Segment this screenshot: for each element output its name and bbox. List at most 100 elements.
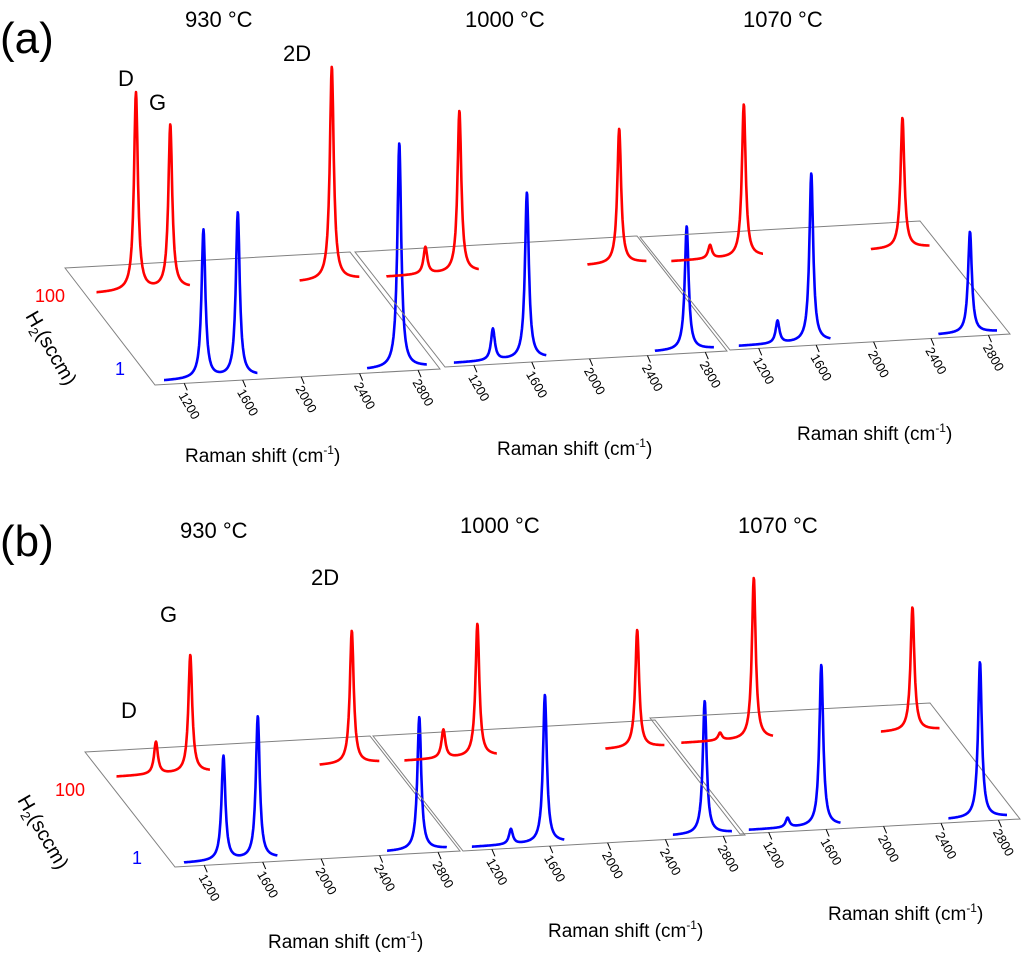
spectrum-h2-1sccm-segment-2 bbox=[653, 225, 715, 353]
peak-label-d: D bbox=[121, 698, 137, 723]
x-tick-label: 1200 bbox=[176, 389, 203, 422]
x-tick-mark bbox=[437, 852, 442, 860]
x-axis-label: Raman shift (cm-1) bbox=[268, 929, 423, 953]
x-tick-mark bbox=[665, 839, 669, 847]
x-tick-mark bbox=[203, 865, 208, 873]
spectrum-h2-1sccm-segment-1 bbox=[183, 714, 279, 864]
x-tick-label: 1200 bbox=[760, 838, 787, 871]
spectrum-h2-1sccm-segment-1 bbox=[163, 211, 259, 382]
x-axis-label: Raman shift (cm-1) bbox=[497, 436, 652, 460]
x-tick-label: 2400 bbox=[657, 846, 684, 879]
spectrum-h2-1sccm-segment-2 bbox=[947, 660, 1008, 820]
x-tick-mark bbox=[815, 344, 820, 353]
x-tick-label: 2400 bbox=[351, 380, 378, 413]
plot-title: 1070 °C bbox=[743, 7, 823, 32]
plot-2: 1200 1600 2000 2400 2800 1000 °C Raman shift (… bbox=[354, 7, 728, 460]
spectrum-h2-1sccm-segment-2 bbox=[671, 699, 733, 837]
x-tick-mark bbox=[183, 383, 188, 391]
spectrum-h2-100sccm-segment-1 bbox=[670, 103, 764, 263]
plot-title: 1000 °C bbox=[460, 513, 540, 538]
spectrum-h2-1sccm-segment-2 bbox=[366, 142, 428, 370]
depth-label-1: 1 bbox=[132, 848, 142, 868]
x-axis-label: Raman shift (cm-1) bbox=[185, 443, 340, 467]
panel-b: (b) D G 2D 100 1 H2(sccm) 1200 1600 2000 24… bbox=[0, 513, 1021, 953]
spectrum-h2-100sccm-segment-1 bbox=[680, 576, 774, 745]
panel-label: (a) bbox=[0, 14, 54, 63]
baseline-plane bbox=[64, 251, 441, 386]
x-tick-label: 1200 bbox=[465, 371, 492, 404]
x-tick-mark bbox=[825, 829, 830, 837]
spectrum-h2-100sccm-segment-2 bbox=[318, 629, 381, 766]
spectrum-h2-1sccm-segment-2 bbox=[386, 715, 448, 853]
x-tick-label: 2000 bbox=[581, 365, 608, 398]
plot-3: 1200 1600 2000 2400 2800 1070 °C Raman shift (… bbox=[639, 7, 1011, 445]
plot-2: 1200 1600 2000 2400 2800 1000 °C Raman shift (… bbox=[372, 513, 746, 942]
spectrum-h2-100sccm-segment-2 bbox=[604, 628, 666, 750]
spectrum-h2-1sccm-segment-1 bbox=[452, 191, 548, 364]
baseline-plane bbox=[84, 735, 461, 868]
plot-1: 1200 1600 2000 2400 2800 930 °C Raman shift (c… bbox=[84, 518, 461, 953]
x-tick-mark bbox=[930, 338, 935, 346]
x-tick-mark bbox=[873, 341, 878, 349]
x-tick-label: 1600 bbox=[818, 835, 845, 868]
x-tick-label: 2000 bbox=[865, 348, 892, 381]
x-tick-label: 2000 bbox=[313, 865, 340, 898]
x-tick-mark bbox=[883, 826, 888, 834]
x-tick-label: 2800 bbox=[409, 376, 436, 409]
spectrum-h2-1sccm-segment-1 bbox=[737, 172, 832, 348]
x-tick-label: 1600 bbox=[523, 368, 550, 401]
peak-label-d: D bbox=[118, 66, 134, 91]
spectrum-h2-100sccm-segment-1 bbox=[115, 653, 211, 778]
x-tick-label: 1600 bbox=[234, 386, 261, 419]
y-axis-title: H2(sccm) bbox=[10, 792, 72, 875]
baseline-plane bbox=[372, 719, 746, 852]
x-tick-mark bbox=[379, 855, 384, 863]
x-tick-mark bbox=[531, 361, 536, 370]
peak-label-2d: 2D bbox=[283, 41, 311, 66]
peak-label-g: G bbox=[149, 90, 166, 115]
x-tick-mark bbox=[722, 836, 727, 844]
depth-label-100: 100 bbox=[35, 286, 65, 306]
plot-title: 930 °C bbox=[185, 7, 253, 32]
baseline-plane bbox=[649, 702, 1021, 835]
x-axis-label: Raman shift (cm-1) bbox=[548, 918, 703, 942]
x-tick-label: 2400 bbox=[639, 362, 666, 395]
spectrum-h2-100sccm-segment-1 bbox=[95, 90, 191, 294]
x-tick-label: 2400 bbox=[922, 345, 949, 378]
baseline-plane bbox=[354, 235, 728, 368]
peak-label-g: G bbox=[160, 602, 177, 627]
x-tick-label: 1600 bbox=[541, 852, 568, 885]
plot-1: 1200 1600 2000 2400 2800 930 °C Raman shift (c… bbox=[64, 7, 441, 467]
x-tick-label: 2000 bbox=[293, 383, 320, 416]
x-tick-label: 2800 bbox=[697, 358, 724, 391]
x-axis-label: Raman shift (cm-1) bbox=[797, 421, 952, 445]
x-tick-mark bbox=[940, 823, 945, 831]
x-tick-label: 1600 bbox=[808, 351, 835, 384]
baseline-plane bbox=[639, 220, 1011, 351]
x-axis-label: Raman shift (cm-1) bbox=[828, 901, 983, 925]
depth-label-1: 1 bbox=[115, 359, 125, 379]
x-tick-mark bbox=[607, 842, 612, 850]
plot-title: 1070 °C bbox=[738, 513, 818, 538]
x-tick-mark bbox=[320, 858, 325, 866]
x-tick-mark bbox=[242, 379, 247, 388]
x-tick-mark bbox=[549, 845, 554, 854]
x-tick-label: 1200 bbox=[196, 871, 223, 904]
x-tick-label: 2800 bbox=[990, 826, 1017, 859]
plot-title: 1000 °C bbox=[465, 7, 545, 32]
x-tick-label: 1200 bbox=[483, 855, 510, 888]
x-tick-mark bbox=[589, 358, 594, 366]
x-tick-mark bbox=[262, 861, 267, 870]
x-tick-label: 2000 bbox=[875, 832, 902, 865]
spectrum-h2-100sccm-segment-2 bbox=[298, 65, 361, 282]
x-tick-mark bbox=[417, 370, 422, 378]
x-tick-label: 1600 bbox=[254, 868, 281, 901]
x-tick-mark bbox=[998, 819, 1002, 828]
x-tick-mark bbox=[768, 832, 773, 840]
x-tick-mark bbox=[758, 348, 763, 356]
spectrum-h2-1sccm-segment-1 bbox=[747, 663, 842, 832]
spectrum-h2-1sccm-segment-1 bbox=[470, 693, 566, 849]
spectrum-h2-100sccm-segment-1 bbox=[385, 109, 480, 278]
x-tick-mark bbox=[491, 849, 496, 857]
